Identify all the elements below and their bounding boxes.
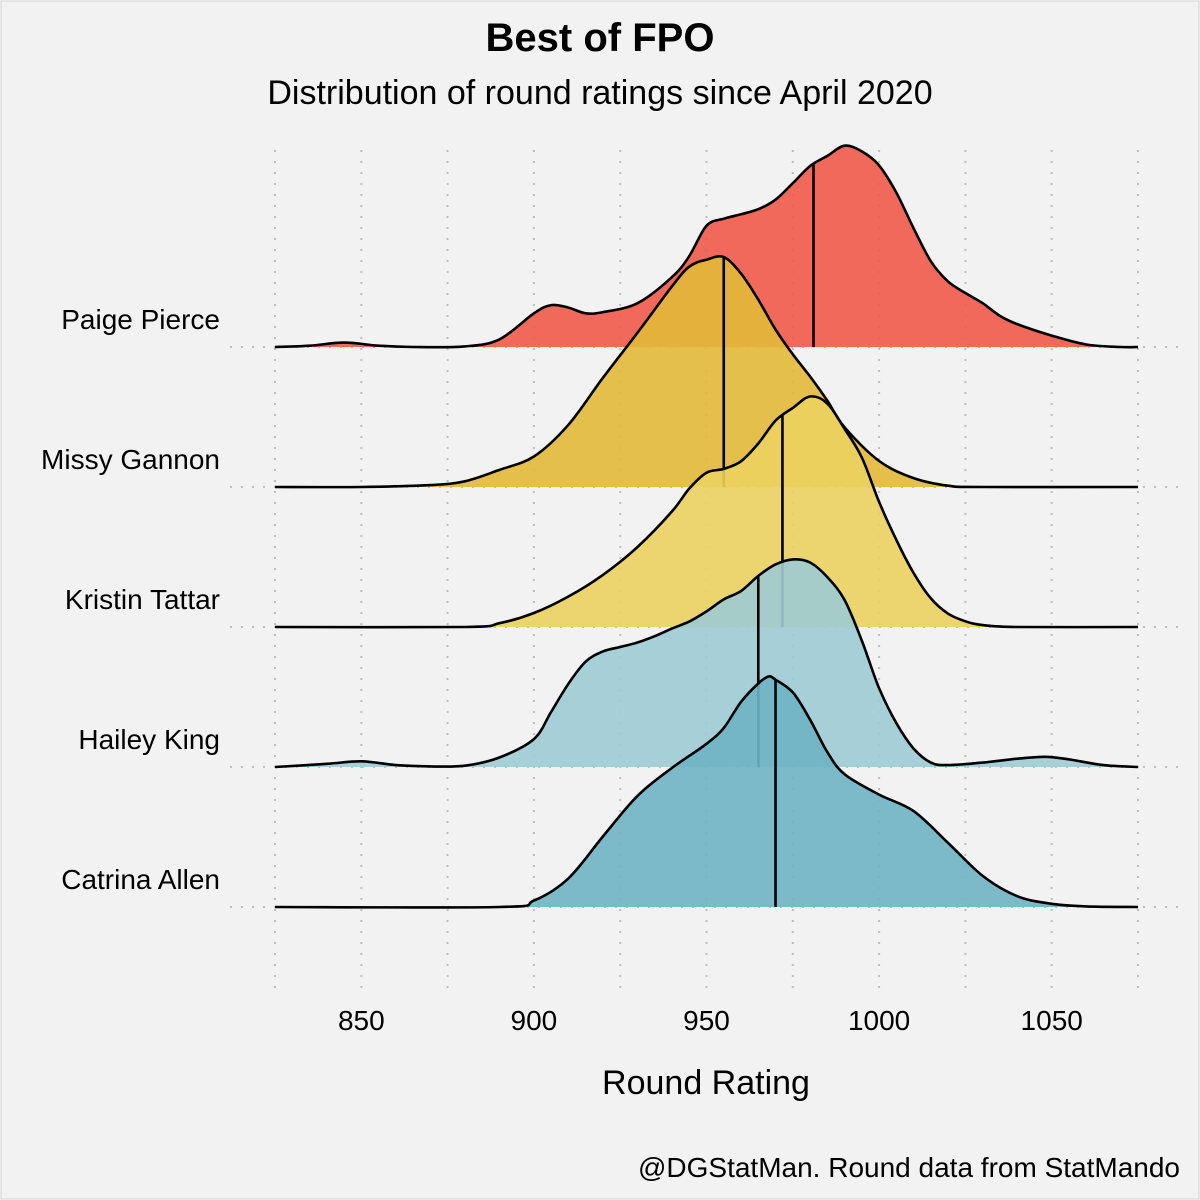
x-tick-label: 850: [338, 1005, 385, 1036]
series-labels-layer: Paige Pierce Missy Gannon Kristin Tattar Ha…: [41, 304, 220, 895]
density-area: [275, 145, 1138, 348]
density-area: [275, 256, 1138, 488]
density-outline: [274, 395, 1139, 629]
density-outline: [274, 557, 1139, 769]
chart-subtitle: Distribution of round ratings since Apri…: [267, 74, 932, 112]
series-label: Kristin Tattar: [65, 584, 220, 615]
series-label: Paige Pierce: [61, 304, 220, 335]
density-outline: [274, 675, 1139, 909]
series-label: Catrina Allen: [61, 864, 220, 895]
density-outline: [274, 255, 1139, 489]
x-tick-labels-layer: 850 900 950 1000 1050: [338, 1005, 1083, 1036]
series-label: Missy Gannon: [41, 444, 220, 475]
chart-title: Best of FPO: [486, 16, 715, 60]
density-area: [275, 396, 1138, 628]
x-tick-label: 1050: [1021, 1005, 1083, 1036]
x-tick-label: 950: [683, 1005, 730, 1036]
ridges-layer: [274, 144, 1139, 909]
series-label: Hailey King: [78, 724, 220, 755]
x-axis-label: Round Rating: [602, 1064, 810, 1102]
density-area: [275, 559, 1138, 767]
x-tick-label: 1000: [848, 1005, 910, 1036]
x-tick-label: 900: [511, 1005, 558, 1036]
density-area: [275, 676, 1138, 908]
chart-caption: @DGStatMan. Round data from StatMando: [638, 1152, 1180, 1183]
density-outline: [274, 144, 1139, 349]
